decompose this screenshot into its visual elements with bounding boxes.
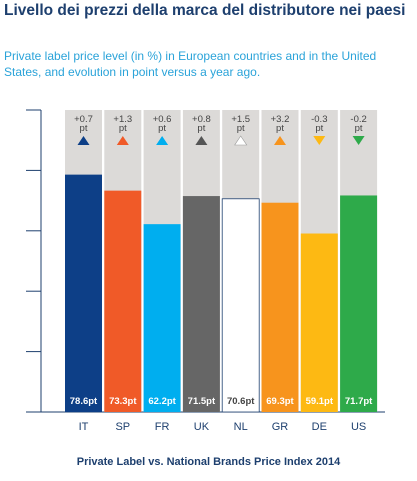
category-label: IT [79,421,89,433]
bar [340,195,378,412]
change-unit-label: pt [119,123,127,134]
change-arrow-icon [352,136,365,145]
change-arrow-icon [274,136,286,145]
chart-caption: Private Label vs. National Brands Price … [76,456,341,468]
change-label: +3.2 [271,114,290,125]
change-label: -0.2 [350,114,366,125]
change-unit-label: pt [355,123,363,134]
change-arrow-icon [234,135,248,146]
change-label: +0.8 [192,114,211,125]
change-label: +0.6 [153,114,172,125]
change-label: +1.5 [231,114,250,125]
value-label: 71.7pt [345,396,373,407]
value-label: 70.6pt [227,396,255,407]
category-label: FR [155,421,170,433]
change-unit-label: pt [276,123,284,134]
chart-title: Livello dei prezzi della marca del distr… [4,2,406,19]
bar-chart: +0.7pt78.6ptIT+1.3pt73.3ptSP+0.6pt62.2pt… [26,109,385,433]
change-arrow-icon [156,136,169,145]
value-label: 78.6pt [70,396,98,407]
change-unit-label: pt [315,123,323,134]
chart-subtitle: Private label price level (in %) in Euro… [4,49,377,79]
value-label: 71.5pt [188,396,216,407]
bar [221,198,260,413]
bar [104,190,142,412]
bar [143,224,181,412]
change-unit-label: pt [80,123,88,134]
change-arrow-icon [313,136,326,145]
change-label: +1.3 [113,114,132,125]
bar [182,196,220,412]
category-label: DE [312,421,327,433]
value-label: 59.1pt [306,396,334,407]
change-unit-label: pt [158,123,166,134]
change-label: +0.7 [74,114,93,125]
category-label: US [351,421,366,433]
change-unit-label: pt [237,123,245,134]
change-arrow-icon [77,136,90,145]
value-label: 62.2pt [148,396,176,407]
bar [300,233,338,412]
category-label: SP [115,421,130,433]
bar [261,202,299,412]
change-arrow-icon [116,136,129,145]
category-label: UK [194,421,210,433]
category-label: GR [272,421,289,433]
bar [65,174,102,412]
change-unit-label: pt [197,123,205,134]
value-label: 69.3pt [266,396,294,407]
category-label: NL [234,421,248,433]
change-arrow-icon [195,136,208,145]
change-label: -0.3 [311,114,327,125]
value-label: 73.3pt [109,396,137,407]
